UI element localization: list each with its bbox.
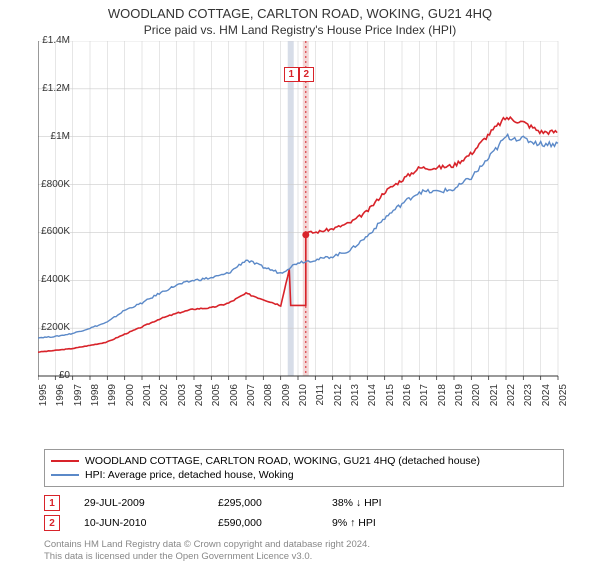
y-tick-label: £800K — [30, 179, 70, 190]
legend-swatch-blue — [51, 474, 79, 476]
x-tick-label: 1996 — [55, 384, 66, 414]
event-pct: 9% ↑ HPI — [332, 517, 452, 529]
y-tick-label: £200K — [30, 322, 70, 333]
x-tick-label: 2000 — [125, 384, 136, 414]
y-tick-label: £1.2M — [30, 83, 70, 94]
x-tick-label: 2012 — [333, 384, 344, 414]
x-tick-label: 2005 — [211, 384, 222, 414]
x-tick-label: 2010 — [298, 384, 309, 414]
y-tick-label: £600K — [30, 226, 70, 237]
event-badge: 1 — [44, 495, 60, 511]
x-tick-label: 2022 — [506, 384, 517, 414]
x-tick-label: 2007 — [246, 384, 257, 414]
x-tick-label: 2021 — [489, 384, 500, 414]
legend-label-hpi: HPI: Average price, detached house, Woki… — [85, 469, 294, 481]
chart-event-badge: 1 — [284, 67, 299, 82]
x-tick-label: 2004 — [194, 384, 205, 414]
x-tick-label: 2003 — [177, 384, 188, 414]
event-row: 2 10-JUN-2010 £590,000 9% ↑ HPI — [44, 513, 550, 533]
chart-event-badge: 2 — [299, 67, 314, 82]
legend-swatch-red — [51, 460, 79, 462]
legend-row-hpi: HPI: Average price, detached house, Woki… — [51, 468, 557, 482]
x-tick-label: 2014 — [367, 384, 378, 414]
x-tick-label: 1995 — [38, 384, 49, 414]
footer-line2: This data is licensed under the Open Gov… — [44, 551, 550, 563]
page-title: WOODLAND COTTAGE, CARLTON ROAD, WOKING, … — [0, 0, 600, 21]
legend-label-price: WOODLAND COTTAGE, CARLTON ROAD, WOKING, … — [85, 455, 480, 467]
chart-area: £0£200K£400K£600K£800K£1M£1.2M£1.4M19951… — [38, 41, 598, 411]
event-table: 1 29-JUL-2009 £295,000 38% ↓ HPI 2 10-JUN-201… — [44, 493, 550, 533]
event-price: £295,000 — [218, 497, 308, 509]
x-tick-label: 2002 — [159, 384, 170, 414]
y-tick-label: £0 — [30, 370, 70, 381]
x-tick-label: 2019 — [454, 384, 465, 414]
event-price: £590,000 — [218, 517, 308, 529]
x-tick-label: 2009 — [281, 384, 292, 414]
x-tick-label: 2006 — [229, 384, 240, 414]
y-tick-label: £1.4M — [30, 35, 70, 46]
legend: WOODLAND COTTAGE, CARLTON ROAD, WOKING, … — [44, 449, 564, 487]
x-tick-label: 1998 — [90, 384, 101, 414]
event-row: 1 29-JUL-2009 £295,000 38% ↓ HPI — [44, 493, 550, 513]
event-badge: 2 — [44, 515, 60, 531]
x-tick-label: 2008 — [263, 384, 274, 414]
line-chart — [38, 41, 598, 411]
x-tick-label: 2024 — [541, 384, 552, 414]
y-tick-label: £400K — [30, 274, 70, 285]
x-tick-label: 2017 — [419, 384, 430, 414]
x-tick-label: 2018 — [437, 384, 448, 414]
x-tick-label: 2016 — [402, 384, 413, 414]
x-tick-label: 2013 — [350, 384, 361, 414]
page-subtitle: Price paid vs. HM Land Registry's House … — [0, 21, 600, 41]
x-tick-label: 1997 — [73, 384, 84, 414]
x-tick-label: 2001 — [142, 384, 153, 414]
event-pct: 38% ↓ HPI — [332, 497, 452, 509]
x-tick-label: 2015 — [385, 384, 396, 414]
x-tick-label: 1999 — [107, 384, 118, 414]
legend-row-price: WOODLAND COTTAGE, CARLTON ROAD, WOKING, … — [51, 454, 557, 468]
event-date: 10-JUN-2010 — [84, 517, 194, 529]
x-tick-label: 2020 — [471, 384, 482, 414]
x-tick-label: 2025 — [558, 384, 569, 414]
footer-line1: Contains HM Land Registry data © Crown c… — [44, 539, 550, 551]
x-tick-label: 2023 — [523, 384, 534, 414]
x-tick-label: 2011 — [315, 384, 326, 414]
y-tick-label: £1M — [30, 131, 70, 142]
event-date: 29-JUL-2009 — [84, 497, 194, 509]
